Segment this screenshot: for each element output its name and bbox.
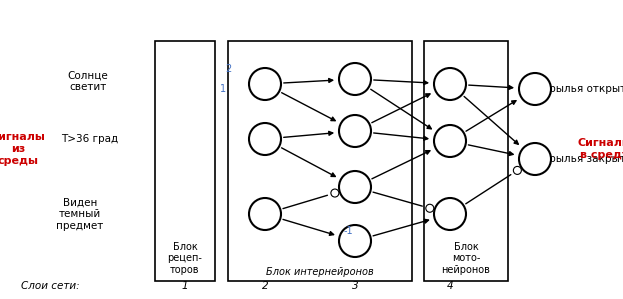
Text: 4: 4 (447, 281, 454, 291)
Text: Блок
мото-
нейронов: Блок мото- нейронов (442, 242, 490, 275)
Text: Слои сети:: Слои сети: (21, 281, 79, 291)
Ellipse shape (249, 68, 281, 100)
Text: Блок
рецеп-
торов: Блок рецеп- торов (168, 242, 202, 275)
Text: 2: 2 (225, 64, 231, 74)
Circle shape (513, 167, 521, 174)
Text: 3: 3 (352, 281, 358, 291)
Ellipse shape (434, 68, 466, 100)
Text: Сигналы
из
среды: Сигналы из среды (0, 132, 45, 166)
Bar (155, 41, 215, 281)
Ellipse shape (339, 63, 371, 95)
Circle shape (331, 189, 339, 197)
Text: 2: 2 (262, 281, 269, 291)
Bar (228, 41, 412, 281)
Ellipse shape (434, 198, 466, 230)
Ellipse shape (339, 225, 371, 257)
Ellipse shape (339, 171, 371, 203)
Text: Т>36 град: Т>36 град (62, 134, 118, 144)
Bar (424, 41, 508, 281)
Ellipse shape (434, 125, 466, 157)
Text: -1: -1 (343, 226, 353, 236)
Text: Виден
темный
предмет: Виден темный предмет (56, 197, 103, 231)
Text: М1 (крылья открыты): М1 (крылья открыты) (520, 84, 623, 94)
Circle shape (426, 204, 434, 212)
Ellipse shape (249, 123, 281, 155)
Text: М2 (крылья закрыты): М2 (крылья закрыты) (520, 154, 623, 164)
Ellipse shape (519, 73, 551, 105)
Ellipse shape (249, 198, 281, 230)
Text: Солнце
светит: Солнце светит (68, 70, 108, 92)
Ellipse shape (339, 115, 371, 147)
Text: 1: 1 (182, 281, 188, 291)
Text: Сигналы
в среду: Сигналы в среду (578, 138, 623, 160)
Text: Блок интернейронов: Блок интернейронов (266, 267, 374, 277)
Text: 1: 1 (220, 84, 226, 94)
Ellipse shape (519, 143, 551, 175)
